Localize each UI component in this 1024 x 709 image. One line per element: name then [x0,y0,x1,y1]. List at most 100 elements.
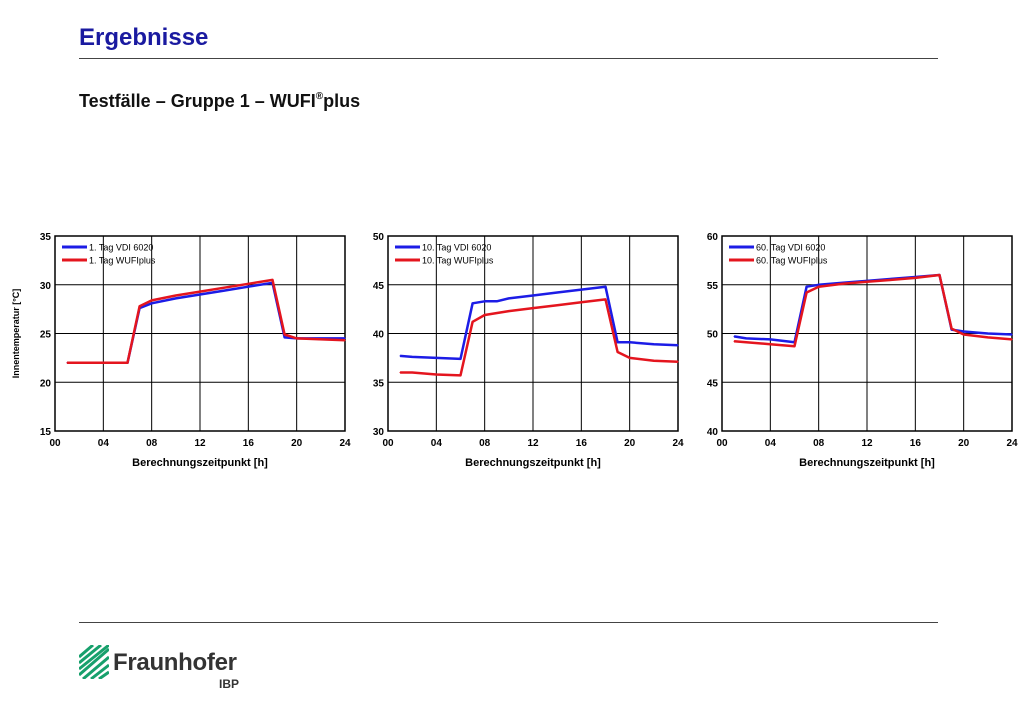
data-point [283,336,286,338]
data-point [733,340,735,342]
y-tick-label: 35 [40,232,52,243]
logo-institute: IBP [219,677,240,691]
data-point [653,343,655,345]
x-tick-label: 08 [146,438,158,449]
x-tick-label: 20 [291,438,303,449]
data-point [459,374,462,377]
data-point [963,330,965,333]
data-point [399,355,401,357]
data-point [399,371,401,374]
data-point [580,289,582,291]
footer-divider [79,622,938,623]
data-point [987,332,989,335]
legend-label: 1. Tag VDI 6020 [89,243,153,253]
data-point [616,351,619,353]
data-point [805,286,808,288]
x-tick-label: 12 [527,438,539,449]
data-point [471,321,474,323]
y-tick-label: 20 [40,378,52,389]
data-point [963,333,965,336]
header-divider [79,58,938,59]
data-point [435,373,437,376]
x-tick-label: 00 [716,438,728,449]
data-point [604,298,607,300]
legend-label: 10. Tag VDI 6020 [422,243,491,253]
data-point [66,362,68,364]
x-tick-label: 16 [910,438,922,449]
series-line-wufi [400,298,678,377]
plot-frame [387,235,679,432]
data-point [987,336,989,338]
data-point [175,297,177,299]
data-point [818,286,820,288]
y-tick-label: 45 [707,378,719,389]
data-point [604,286,607,288]
legend-label: 60. Tag WUFIplus [756,256,828,266]
data-point [890,279,892,281]
series-line-wufi [733,273,1012,348]
chart-day-1: 15 20 25 30 35 00 04 08 12 16 20 24 Berechnungszeitp… [11,232,351,469]
data-point [532,307,534,309]
data-point [435,357,437,359]
data-point [653,360,655,362]
series-line-vdi [67,281,345,365]
chart-day-10: 30 35 40 45 50 00 04 08 12 16 20 24 Berechnungszeitp… [373,232,684,469]
data-point [296,337,298,339]
subtitle-text: Testfälle – Gruppe 1 – WUFI [79,91,316,111]
data-point [914,277,916,279]
y-tick-label: 40 [707,427,719,438]
x-tick-label: 04 [98,438,110,449]
data-point [677,361,679,363]
data-point [556,304,558,306]
data-point [484,300,486,302]
legend: 10. Tag VDI 6020 10. Tag WUFIplus [395,243,494,266]
x-tick-label: 04 [431,438,443,449]
plot-frame [54,235,346,432]
y-tick-label: 25 [40,330,52,341]
y-tick-label: 55 [707,281,719,292]
data-point [950,328,953,330]
x-tick-label: 12 [861,438,873,449]
x-tick-label: 24 [339,438,351,449]
legend-label: 1. Tag WUFIplus [89,256,156,266]
x-tick-label: 04 [765,438,777,449]
data-point [126,362,129,364]
x-tick-label: 24 [1006,438,1018,449]
x-tick-label: 08 [479,438,491,449]
data-point [818,284,820,286]
fraunhofer-logo: Fraunhofer IBP [79,645,249,695]
y-tick-label: 30 [373,427,385,438]
data-point [508,310,510,312]
data-point [199,293,201,296]
data-point [677,344,679,346]
fraunhofer-mark-icon [79,645,109,679]
data-point [459,358,462,360]
data-point [793,345,796,347]
x-tick-label: 16 [576,438,588,449]
x-tick-label: 16 [243,438,255,449]
data-point [411,356,413,358]
page-title: Ergebnisse [79,24,209,51]
y-tick-label: 50 [373,232,385,243]
data-point [616,341,619,343]
x-tick-label: 20 [624,438,636,449]
data-point [769,343,771,345]
data-point [769,338,771,340]
legend-label: 60. Tag VDI 6020 [756,243,825,253]
data-point [411,371,413,374]
data-point [175,294,177,297]
data-point [271,279,274,281]
registered-mark: ® [315,91,324,102]
x-axis-label: Berechnungszeitpunkt [h] [799,457,935,469]
data-point [580,301,582,303]
subtitle-suffix: plus [323,91,361,111]
y-tick-label: 60 [707,232,719,243]
logo-brand: Fraunhofer [113,649,237,676]
x-tick-label: 12 [194,438,206,449]
series-line-wufi [67,278,345,365]
x-tick-label: 08 [813,438,825,449]
data-point [842,283,844,285]
data-point [151,302,153,304]
data-point [866,281,868,283]
data-point [745,337,747,339]
